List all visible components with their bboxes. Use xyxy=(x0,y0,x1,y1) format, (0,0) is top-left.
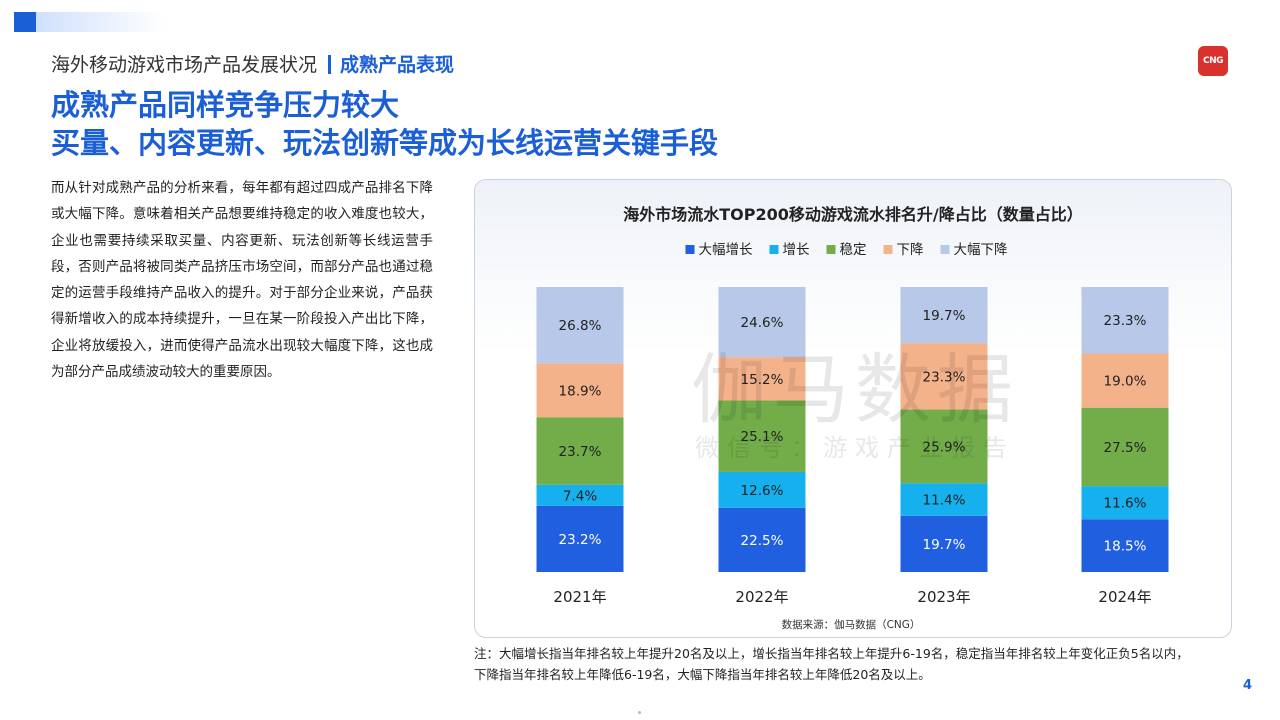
stacked-bar-chart: 海外市场流水TOP200移动游戏流水排名升/降占比（数量占比） 大幅增长 增长 稳定… xyxy=(536,205,1169,631)
breadcrumb-divider xyxy=(328,55,332,74)
bar-segment-2-3 xyxy=(900,343,988,410)
legend-label-3: 下降 xyxy=(897,242,925,258)
headline-line-2: 买量、内容更新、玩法创新等成为长线运营关键手段 xyxy=(51,126,719,160)
chart-note: 注：大幅增长指当年排名较上年提升20名及以上，增长指当年排名较上年提升6-19名… xyxy=(474,643,1244,685)
bar-segment-3-4 xyxy=(1081,287,1169,354)
bar-segment-1-1 xyxy=(718,471,806,508)
body-paragraph: 而从针对成熟产品的分析来看，每年都有超过四成产品排名下降或大幅下降。意味着相关产… xyxy=(51,180,433,381)
legend-label-2: 稳定 xyxy=(840,242,867,258)
chart-title: 海外市场流水TOP200移动游戏流水排名升/降占比（数量占比） xyxy=(623,205,1083,224)
bar-segment-3-2 xyxy=(1081,407,1169,487)
bar-label-2-1: 11.4% xyxy=(923,493,966,509)
section-title: 海外移动游戏市场产品发展状况 xyxy=(51,54,318,76)
bar-label-3-1: 11.6% xyxy=(1104,496,1147,512)
bar-label-2-2: 25.9% xyxy=(923,439,966,455)
subsection-title: 成熟产品表现 xyxy=(340,54,455,76)
legend-label-1: 增长 xyxy=(783,242,811,258)
bar-label-2-0: 19.7% xyxy=(923,537,966,553)
bar-segment-1-0 xyxy=(718,507,806,572)
legend-swatch-1 xyxy=(769,245,779,254)
bar-label-0-0: 23.2% xyxy=(559,532,602,548)
breadcrumb: 海外移动游戏市场产品发展状况 成熟产品表现 xyxy=(51,50,454,77)
bar-segment-0-2 xyxy=(536,417,624,485)
bar-segment-0-4 xyxy=(536,287,624,364)
x-tick-label-3: 2024年 xyxy=(1098,588,1151,606)
bar-label-0-4: 26.8% xyxy=(559,318,602,334)
bar-label-1-2: 25.1% xyxy=(741,429,784,445)
bar-segment-2-1 xyxy=(900,483,988,516)
x-tick-label-0: 2021年 xyxy=(553,588,606,606)
bar-segment-1-2 xyxy=(718,400,806,472)
bar-segment-3-0 xyxy=(1081,519,1169,572)
bar-label-0-1: 7.4% xyxy=(563,488,597,504)
note-line-2: 下降指当年排名较上年降低6-19名，大幅下降指当年排名较上年降低20名及以上。 xyxy=(474,667,931,682)
x-axis-labels: 2021年 2022年 2023年 2024年 xyxy=(553,588,1151,606)
chart-bars: 23.2% 7.4% 23.7% 18.9% 26.8% 22.5% 12.6% 25.1% 1… xyxy=(536,287,1169,572)
bar-segment-3-1 xyxy=(1081,486,1169,520)
bar-label-1-3: 15.2% xyxy=(741,372,784,388)
legend-swatch-0 xyxy=(685,245,695,254)
headline: 成熟产品同样竞争压力较大 买量、内容更新、玩法创新等成为长线运营关键手段 xyxy=(51,86,718,162)
bar-label-3-3: 19.0% xyxy=(1104,374,1147,390)
pagination-dot xyxy=(638,711,641,714)
bar-label-0-2: 23.7% xyxy=(559,444,602,460)
top-accent-bar xyxy=(14,12,164,32)
bar-segment-0-0 xyxy=(536,505,624,572)
bar-label-2-3: 23.3% xyxy=(923,369,966,385)
bar-segment-1-4 xyxy=(718,287,806,358)
x-tick-label-1: 2022年 xyxy=(735,588,788,606)
legend-label-4: 大幅下降 xyxy=(954,242,1008,258)
bar-label-1-1: 12.6% xyxy=(741,483,784,499)
bar-segment-0-1 xyxy=(536,484,624,506)
bar-label-3-4: 23.3% xyxy=(1104,313,1147,329)
watermark: 伽马数据 微信号：游戏产业报告 xyxy=(691,345,1019,462)
legend-swatch-3 xyxy=(883,245,893,254)
page-number: 4 xyxy=(1243,678,1253,693)
note-line-1: 注：大幅增长指当年排名较上年提升20名及以上，增长指当年排名较上年提升6-19名… xyxy=(474,646,1189,661)
bar-segment-1-3 xyxy=(718,357,806,401)
bar-label-1-0: 22.5% xyxy=(741,533,784,549)
x-tick-label-2: 2023年 xyxy=(917,588,970,606)
logo-text: CNG xyxy=(1202,56,1224,66)
watermark-main-text: 伽马数据 xyxy=(691,345,1019,434)
bar-segment-2-4 xyxy=(900,287,988,344)
bar-label-3-0: 18.5% xyxy=(1104,539,1147,555)
headline-line-1: 成熟产品同样竞争压力较大 xyxy=(51,88,400,122)
bar-label-0-3: 18.9% xyxy=(559,383,602,399)
bar-segment-0-3 xyxy=(536,363,624,418)
watermark-sub-text: 微信号：游戏产业报告 xyxy=(695,434,1015,462)
bar-segment-3-3 xyxy=(1081,353,1169,408)
legend-label-0: 大幅增长 xyxy=(699,242,753,258)
bar-label-3-2: 27.5% xyxy=(1104,440,1147,456)
cng-logo: CNG xyxy=(1198,46,1228,76)
bar-label-2-4: 19.7% xyxy=(923,308,966,324)
bar-segment-2-0 xyxy=(900,515,988,572)
legend-swatch-2 xyxy=(826,245,836,254)
bar-label-1-4: 24.6% xyxy=(741,315,784,331)
chart-source: 数据来源：伽马数据（CNG） xyxy=(782,618,921,631)
bar-segment-2-2 xyxy=(900,409,988,484)
chart-panel: 海外市场流水TOP200移动游戏流水排名升/降占比（数量占比） 大幅增长 增长 稳定… xyxy=(474,179,1232,638)
legend-swatch-4 xyxy=(940,245,950,254)
chart-legend: 大幅增长 增长 稳定 下降 大幅下降 xyxy=(685,242,1008,258)
